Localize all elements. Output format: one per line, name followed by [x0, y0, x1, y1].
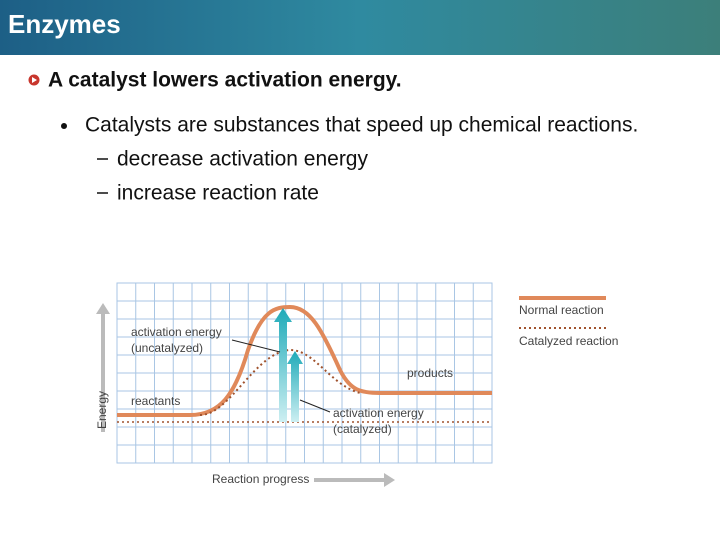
leader-line [231, 339, 281, 353]
catalyzed-label: activation energy [333, 406, 424, 420]
y-axis-arrowhead [96, 303, 110, 314]
normal-curve [117, 304, 492, 417]
x-axis-arrowhead [384, 473, 395, 487]
leader-line [299, 399, 331, 413]
heading: A catalyst lowers activation energy. [48, 69, 402, 92]
y-axis-label: Energy [95, 391, 109, 429]
sub-bullet: increase reaction rate [117, 182, 319, 205]
legend-entry: Catalyzed reaction [519, 334, 618, 348]
bullet: Catalysts are substances that speed up c… [85, 114, 638, 137]
catalyzed-arrow [287, 351, 303, 422]
products-label: products [407, 366, 453, 380]
legend-entry: Normal reaction [519, 303, 604, 317]
uncatalyzed-label: activation energy [131, 325, 222, 339]
slide-title: Enzymes [8, 9, 121, 39]
x-axis-label: Reaction progress [212, 472, 309, 486]
heading-icon-arrow [32, 77, 37, 83]
uncatalyzed-label: (uncatalyzed) [131, 341, 203, 355]
sub-bullet: decrease activation energy [117, 148, 368, 171]
header-bar [0, 0, 720, 55]
uncatalyzed-arrow [274, 308, 292, 422]
catalyzed-label: (catalyzed) [333, 422, 392, 436]
bullet-marker [61, 123, 67, 129]
reactants-label: reactants [131, 394, 180, 408]
